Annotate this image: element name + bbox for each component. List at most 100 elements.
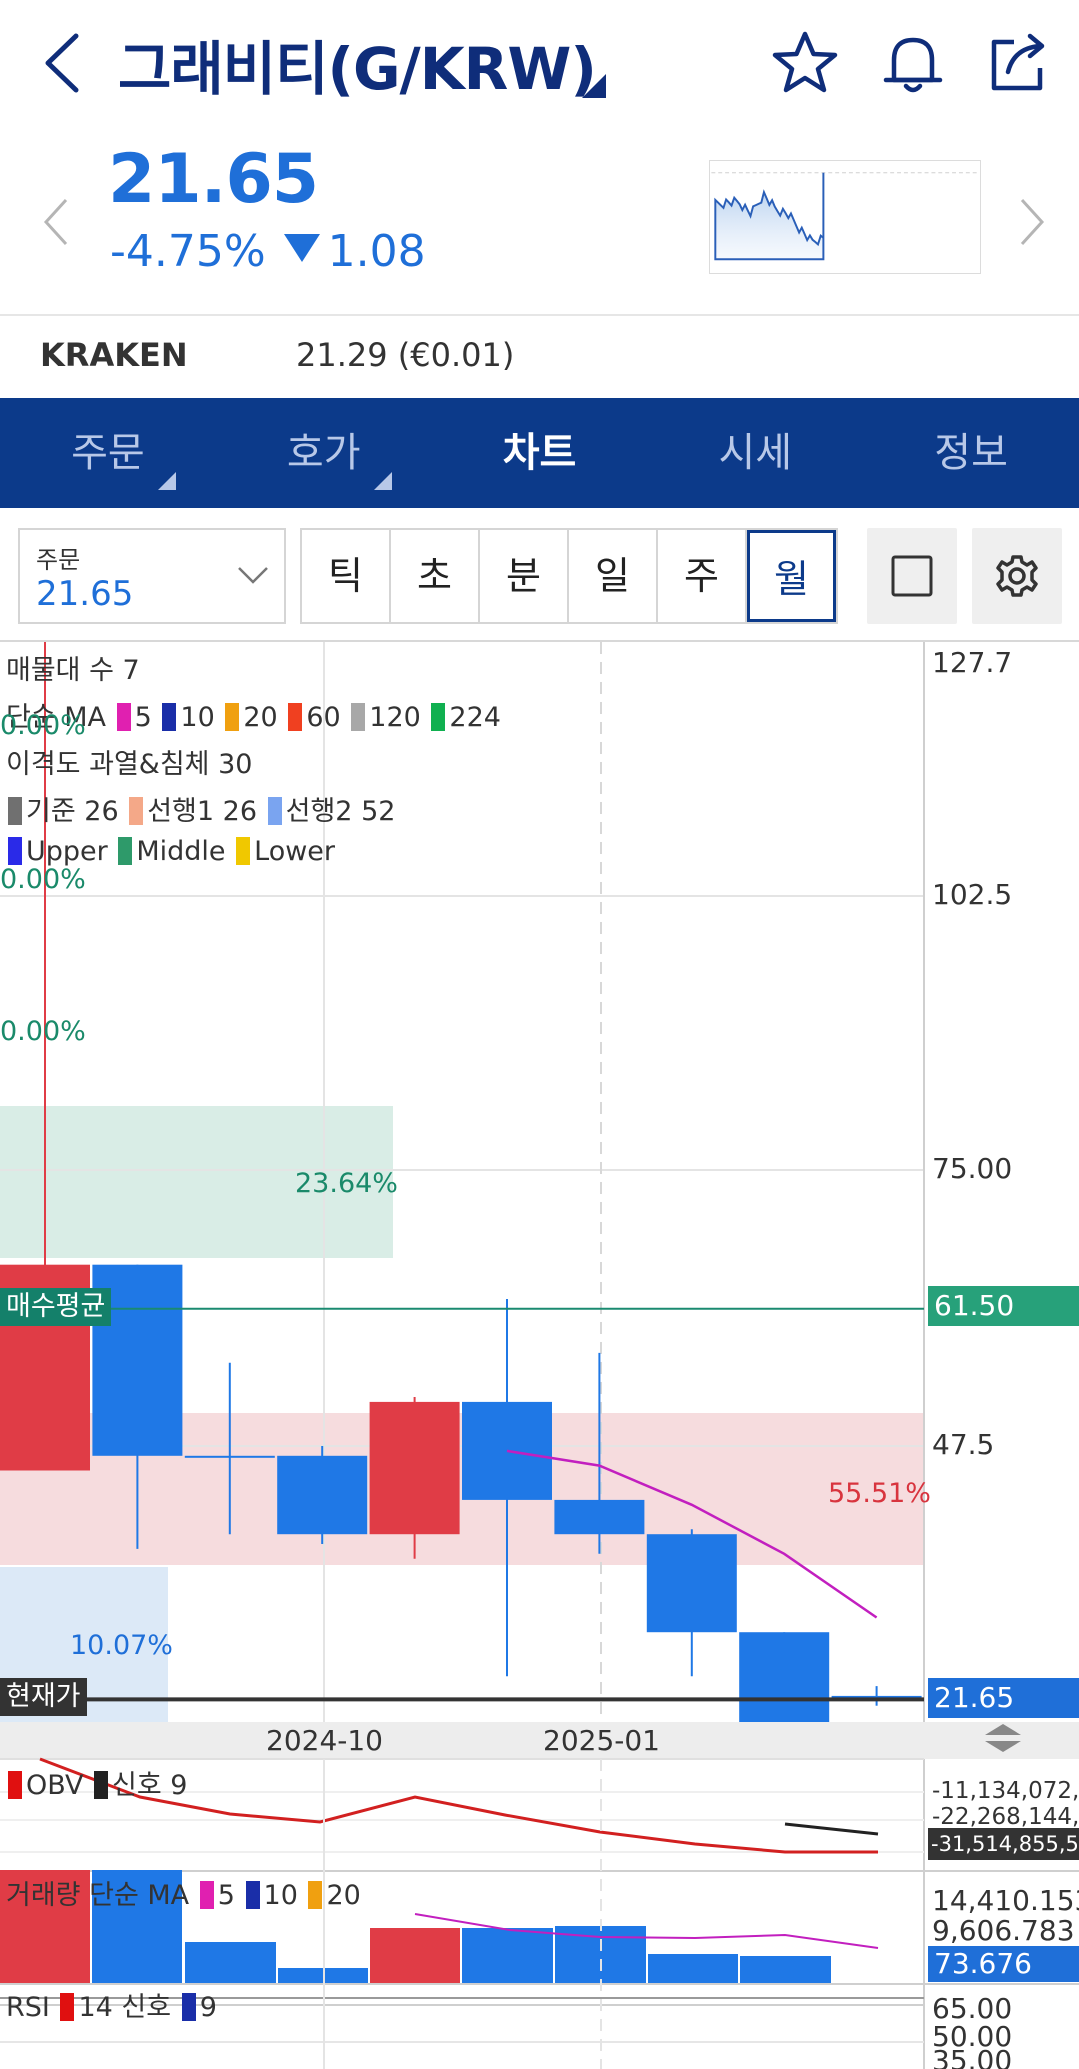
vol-ma10-label: 10 — [263, 1880, 298, 1911]
obv-current-tag: -31,514,855,521 — [928, 1828, 1079, 1860]
submenu-corner-icon — [157, 472, 176, 490]
ichimoku-legend[interactable]: 기준 26 선행1 26 선행2 52 — [6, 789, 395, 828]
chart-area[interactable]: 매물대 수 7 단순 MA 5 10 20 60 120 224 이격도 과열&… — [0, 642, 1079, 2069]
price-summary: 21.65 -4.75% 1.08 — [0, 130, 1079, 316]
vol-ma20-swatch — [308, 1881, 323, 1909]
candlestick-chart[interactable] — [0, 642, 1079, 2069]
current-price-value-tag: 21.65 — [928, 1678, 1079, 1718]
rsi-level-label: 65.00 — [932, 1992, 1013, 2025]
profile-zone-23pct — [0, 1106, 393, 1258]
upper-swatch — [8, 837, 22, 865]
tab-market-price[interactable]: 시세 — [647, 398, 863, 508]
price-change: -4.75% 1.08 — [110, 226, 426, 277]
exchange-row[interactable]: KRAKEN 21.29 (€0.01) — [0, 318, 1079, 398]
tab-bar: 주문 호가 차트 시세 정보 — [0, 398, 1079, 508]
y-tick-label: 127.7 — [932, 646, 1013, 679]
volume-legend-title: 거래량 단순 MA — [6, 1880, 190, 1911]
obv-signal-swatch — [94, 1771, 109, 1799]
upper-label: Upper — [26, 836, 108, 867]
tab-label: 호가 — [286, 430, 361, 476]
current-price-tag: 현재가 — [0, 1678, 87, 1716]
page-title[interactable]: 그래비티(G/KRW) — [118, 35, 597, 103]
rsi-signal-swatch — [181, 1993, 196, 2021]
gear-icon — [996, 555, 1038, 597]
obv-signal-line — [784, 1822, 879, 1836]
volume-profile-legend[interactable]: 매물대 수 7 — [6, 655, 140, 686]
exchange-price: 21.29 (€0.01) — [296, 336, 515, 374]
ma5-label: 5 — [134, 702, 152, 733]
rsi-level-label: 50.00 — [932, 2020, 1013, 2053]
rsi-legend[interactable]: RSI 14 신호 9 — [6, 1985, 217, 2024]
tab-label: 정보 — [934, 430, 1008, 476]
candle-body[interactable] — [369, 1401, 460, 1535]
submenu-corner-icon — [373, 472, 392, 490]
tab-chart[interactable]: 차트 — [432, 398, 648, 508]
chart-toolbar: 주문 21.65 틱 초 분 일 주 월 — [0, 508, 1079, 642]
change-percent: -4.75% — [110, 226, 266, 277]
leading2-label: 선행2 52 — [285, 796, 396, 827]
tab-order[interactable]: 주문 — [0, 398, 216, 508]
order-select-value: 21.65 — [36, 574, 134, 614]
rsi-title: RSI — [6, 1992, 50, 2023]
period-day-button[interactable]: 일 — [569, 530, 658, 622]
ma-legend-title: 단순 MA — [6, 702, 107, 733]
obv-legend[interactable]: OBV 신호 9 — [6, 1763, 187, 1802]
leading2-swatch — [267, 797, 282, 825]
tab-orderbook[interactable]: 호가 — [216, 398, 432, 508]
ma-legend[interactable]: 단순 MA 5 10 20 60 120 224 — [6, 695, 501, 734]
tab-info[interactable]: 정보 — [863, 398, 1079, 508]
volume-value-label: 9,606.783 — [932, 1914, 1075, 1947]
period-tick-button[interactable]: 틱 — [302, 530, 391, 622]
rsi-signal-period: 9 — [199, 1992, 217, 2023]
candle-body[interactable] — [646, 1534, 737, 1633]
rsi-level-label: 35.00 — [932, 2044, 1013, 2069]
obv-swatch — [8, 1771, 22, 1799]
vol-ma20-label: 20 — [326, 1880, 361, 1911]
volume-ma5-line — [414, 1913, 879, 1949]
volume-value-label: 14,410.153 — [932, 1884, 1079, 1917]
drawing-tool-button[interactable] — [867, 528, 957, 624]
mini-price-chart[interactable] — [709, 160, 981, 274]
candle-body[interactable] — [184, 1455, 275, 1458]
title-dropdown-icon[interactable] — [582, 74, 606, 98]
chart-resize-handle-icon[interactable] — [985, 1724, 1021, 1752]
obv-value-label: -22,268,144,827 — [932, 1804, 1079, 1830]
disparity-legend[interactable]: 이격도 과열&침체 30 — [6, 749, 253, 780]
square-icon — [891, 555, 933, 597]
order-price-select[interactable]: 주문 21.65 — [18, 528, 286, 624]
y-tick-label: 102.5 — [932, 878, 1013, 911]
next-coin-icon[interactable] — [1012, 192, 1052, 252]
bollinger-legend[interactable]: Upper Middle Lower — [6, 836, 335, 867]
obv-line — [39, 1757, 878, 1854]
period-week-button[interactable]: 주 — [658, 530, 747, 622]
lower-swatch — [236, 837, 251, 865]
candle-body[interactable] — [739, 1632, 830, 1726]
tab-label: 주문 — [71, 430, 145, 476]
lower-label: Lower — [254, 836, 336, 867]
previous-coin-icon[interactable] — [36, 192, 76, 252]
header: 그래비티(G/KRW) — [0, 0, 1079, 130]
vol-ma10-swatch — [245, 1881, 260, 1909]
y-tick-label: 75.00 — [932, 1152, 1013, 1185]
candle-body[interactable] — [554, 1499, 645, 1535]
period-second-button[interactable]: 초 — [391, 530, 480, 622]
share-icon[interactable] — [984, 28, 1054, 98]
candle-body[interactable] — [277, 1455, 368, 1535]
vol-ma5-swatch — [199, 1881, 214, 1909]
back-arrow-icon[interactable] — [38, 28, 88, 98]
volume-current-tag: 73.676 — [928, 1946, 1079, 1982]
tab-label: 차트 — [502, 430, 577, 476]
star-icon[interactable] — [770, 28, 840, 98]
exchange-name: KRAKEN — [40, 336, 188, 374]
obv-title: OBV — [26, 1770, 84, 1801]
period-month-button[interactable]: 월 — [747, 530, 836, 622]
volume-legend[interactable]: 거래량 단순 MA 5 10 20 — [6, 1873, 361, 1912]
period-selector: 틱 초 분 일 주 월 — [300, 528, 838, 624]
period-minute-button[interactable]: 분 — [480, 530, 569, 622]
obv-signal: 신호 9 — [112, 1770, 188, 1801]
ma224-label: 224 — [449, 702, 501, 733]
chart-settings-button[interactable] — [972, 528, 1062, 624]
bell-icon[interactable] — [878, 28, 948, 98]
profile-pct-label: 10.07% — [70, 1630, 173, 1661]
ma10-swatch — [162, 703, 177, 731]
